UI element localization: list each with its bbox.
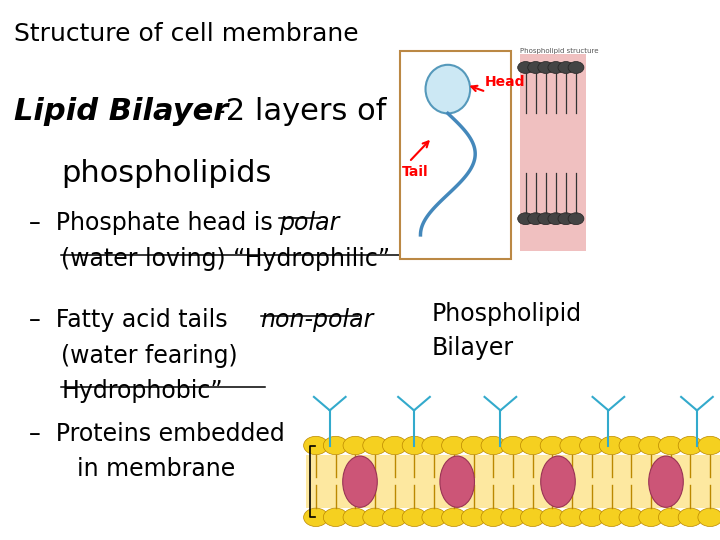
Circle shape: [481, 508, 505, 526]
Circle shape: [599, 508, 624, 526]
FancyBboxPatch shape: [400, 51, 511, 259]
Circle shape: [441, 508, 466, 526]
Circle shape: [548, 213, 564, 225]
Circle shape: [518, 62, 534, 73]
Circle shape: [382, 508, 407, 526]
Circle shape: [619, 508, 644, 526]
Circle shape: [580, 508, 604, 526]
Circle shape: [343, 436, 367, 455]
Bar: [520, 54, 586, 251]
Text: -2 layers of: -2 layers of: [205, 97, 387, 126]
Text: –  Fatty acid tails: – Fatty acid tails: [29, 308, 235, 332]
Text: Structure of cell membrane: Structure of cell membrane: [14, 22, 359, 45]
Circle shape: [599, 436, 624, 455]
Circle shape: [422, 436, 446, 455]
Text: polar: polar: [279, 211, 339, 234]
Circle shape: [698, 436, 720, 455]
Circle shape: [540, 436, 564, 455]
Ellipse shape: [440, 456, 474, 508]
Text: Phospholipid structure: Phospholipid structure: [520, 48, 598, 53]
Circle shape: [678, 508, 703, 526]
Text: Phospholipid
Bilayer: Phospholipid Bilayer: [432, 302, 582, 360]
Circle shape: [500, 508, 525, 526]
Circle shape: [639, 436, 663, 455]
Text: Head: Head: [485, 75, 525, 89]
Circle shape: [659, 436, 683, 455]
Circle shape: [304, 508, 328, 526]
Circle shape: [558, 62, 574, 73]
Circle shape: [538, 62, 554, 73]
Text: –  Phosphate head is: – Phosphate head is: [29, 211, 280, 234]
Ellipse shape: [649, 456, 683, 508]
Text: non-polar: non-polar: [261, 308, 374, 332]
Circle shape: [639, 508, 663, 526]
Text: in membrane: in membrane: [77, 457, 235, 481]
Circle shape: [323, 436, 348, 455]
Text: (water loving) “Hydrophilic”: (water loving) “Hydrophilic”: [61, 247, 390, 271]
Ellipse shape: [426, 65, 470, 113]
Circle shape: [382, 436, 407, 455]
Circle shape: [560, 436, 585, 455]
Circle shape: [500, 436, 525, 455]
Circle shape: [521, 508, 545, 526]
Circle shape: [462, 508, 486, 526]
Circle shape: [422, 508, 446, 526]
Circle shape: [568, 62, 584, 73]
Circle shape: [481, 436, 505, 455]
Text: (water fearing): (water fearing): [61, 344, 238, 368]
Circle shape: [678, 436, 703, 455]
Circle shape: [402, 508, 427, 526]
Text: Hydrophobic”: Hydrophobic”: [61, 379, 222, 403]
Ellipse shape: [541, 456, 575, 508]
Circle shape: [402, 436, 427, 455]
Circle shape: [540, 508, 564, 526]
Circle shape: [528, 62, 544, 73]
Circle shape: [363, 508, 387, 526]
Text: Tail: Tail: [402, 165, 428, 179]
Circle shape: [343, 508, 367, 526]
Circle shape: [441, 436, 466, 455]
Circle shape: [538, 213, 554, 225]
Circle shape: [558, 213, 574, 225]
Circle shape: [363, 436, 387, 455]
Circle shape: [521, 436, 545, 455]
Ellipse shape: [343, 456, 377, 508]
Circle shape: [304, 436, 328, 455]
Bar: [306, 455, 720, 508]
Text: –  Proteins embedded: – Proteins embedded: [29, 422, 284, 446]
Circle shape: [462, 436, 486, 455]
Text: Lipid Bilayer: Lipid Bilayer: [14, 97, 229, 126]
Text: phospholipids: phospholipids: [61, 159, 271, 188]
Circle shape: [619, 436, 644, 455]
Circle shape: [560, 508, 585, 526]
Circle shape: [528, 213, 544, 225]
Circle shape: [548, 62, 564, 73]
Circle shape: [580, 436, 604, 455]
Circle shape: [698, 508, 720, 526]
Circle shape: [659, 508, 683, 526]
Circle shape: [518, 213, 534, 225]
Circle shape: [323, 508, 348, 526]
Circle shape: [568, 213, 584, 225]
